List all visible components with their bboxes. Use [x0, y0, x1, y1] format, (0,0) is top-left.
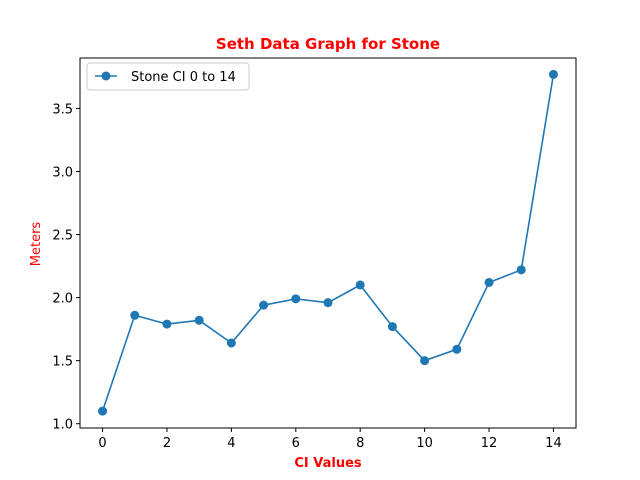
series-line [101, 74, 555, 412]
x-tick-label: 6 [292, 436, 300, 451]
plot-area-frame [79, 57, 577, 429]
data-point [548, 69, 558, 79]
data-point [484, 277, 494, 287]
x-axis-label: CI Values [294, 456, 362, 471]
x-tick-label: 14 [545, 436, 562, 451]
y-axis-ticks: 1.0 1.5 2.0 2.5 3.0 3.5 [52, 102, 80, 433]
legend-frame [86, 62, 250, 91]
x-tick-label: 12 [481, 436, 498, 451]
x-tick-label: 10 [416, 436, 433, 451]
data-point [226, 338, 236, 348]
legend-marker-sample [101, 71, 111, 81]
legend: Stone CI 0 to 14 [86, 62, 250, 91]
data-point [516, 265, 526, 275]
x-tick-label: 2 [163, 436, 171, 451]
data-point [355, 280, 365, 290]
x-tick-label: 8 [356, 436, 364, 451]
data-point [420, 356, 430, 366]
y-tick-label: 3.5 [52, 102, 73, 117]
data-point [452, 344, 462, 354]
y-tick-label: 2.0 [52, 292, 73, 307]
data-point [291, 294, 301, 304]
data-point [162, 319, 172, 329]
y-tick-label: 1.0 [52, 418, 73, 433]
data-point [387, 322, 397, 332]
chart-title: Seth Data Graph for Stone [216, 35, 440, 53]
data-point [323, 298, 333, 308]
data-point [98, 406, 108, 416]
y-axis-label: Meters [29, 222, 44, 267]
legend-entry-label: Stone CI 0 to 14 [131, 70, 236, 85]
axes [79, 57, 577, 429]
data-point [194, 315, 204, 325]
data-point [130, 310, 140, 320]
data-series [98, 69, 558, 416]
y-tick-label: 1.5 [52, 355, 73, 370]
y-tick-label: 2.5 [52, 229, 73, 244]
y-tick-label: 3.0 [52, 165, 73, 180]
x-axis-ticks: 0 2 4 6 8 10 12 14 [98, 428, 562, 451]
x-tick-label: 0 [98, 436, 106, 451]
x-tick-label: 4 [227, 436, 235, 451]
data-point [259, 300, 269, 310]
